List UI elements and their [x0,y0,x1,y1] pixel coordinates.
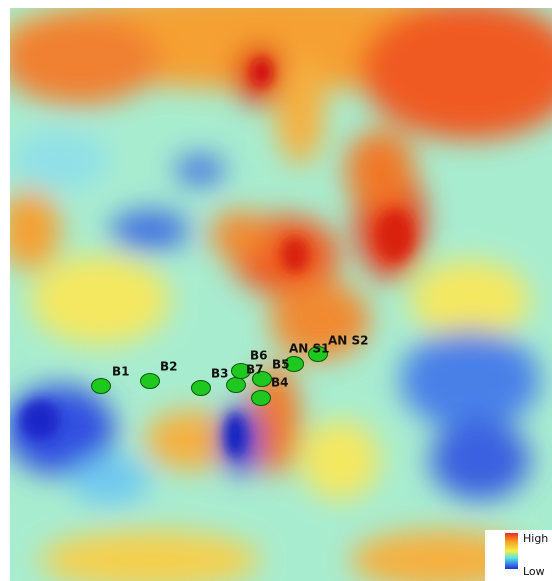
sample-point [92,379,111,394]
legend-colorbar [505,533,518,569]
point-label: B2 [160,360,178,374]
point-label: AN S1 [289,342,330,356]
point-label: AN S2 [328,334,369,348]
sample-point [192,381,211,396]
point-label: B5 [272,358,290,372]
point-label: B3 [211,367,229,381]
legend-low: Low [523,565,545,578]
legend: High Low [485,530,552,581]
sample-point [252,391,271,406]
sample-point [227,378,246,393]
map: B1 B2 B3 B7B6 B5 B4 AN S1AN S2 High Low [0,0,552,581]
heatmap [0,0,552,581]
legend-high: High [523,532,548,545]
point-label: B6 [250,349,268,363]
point-label: B4 [271,376,289,390]
sample-point [141,374,160,389]
point-label: B1 [112,365,130,379]
point-label: B7 [246,363,264,377]
